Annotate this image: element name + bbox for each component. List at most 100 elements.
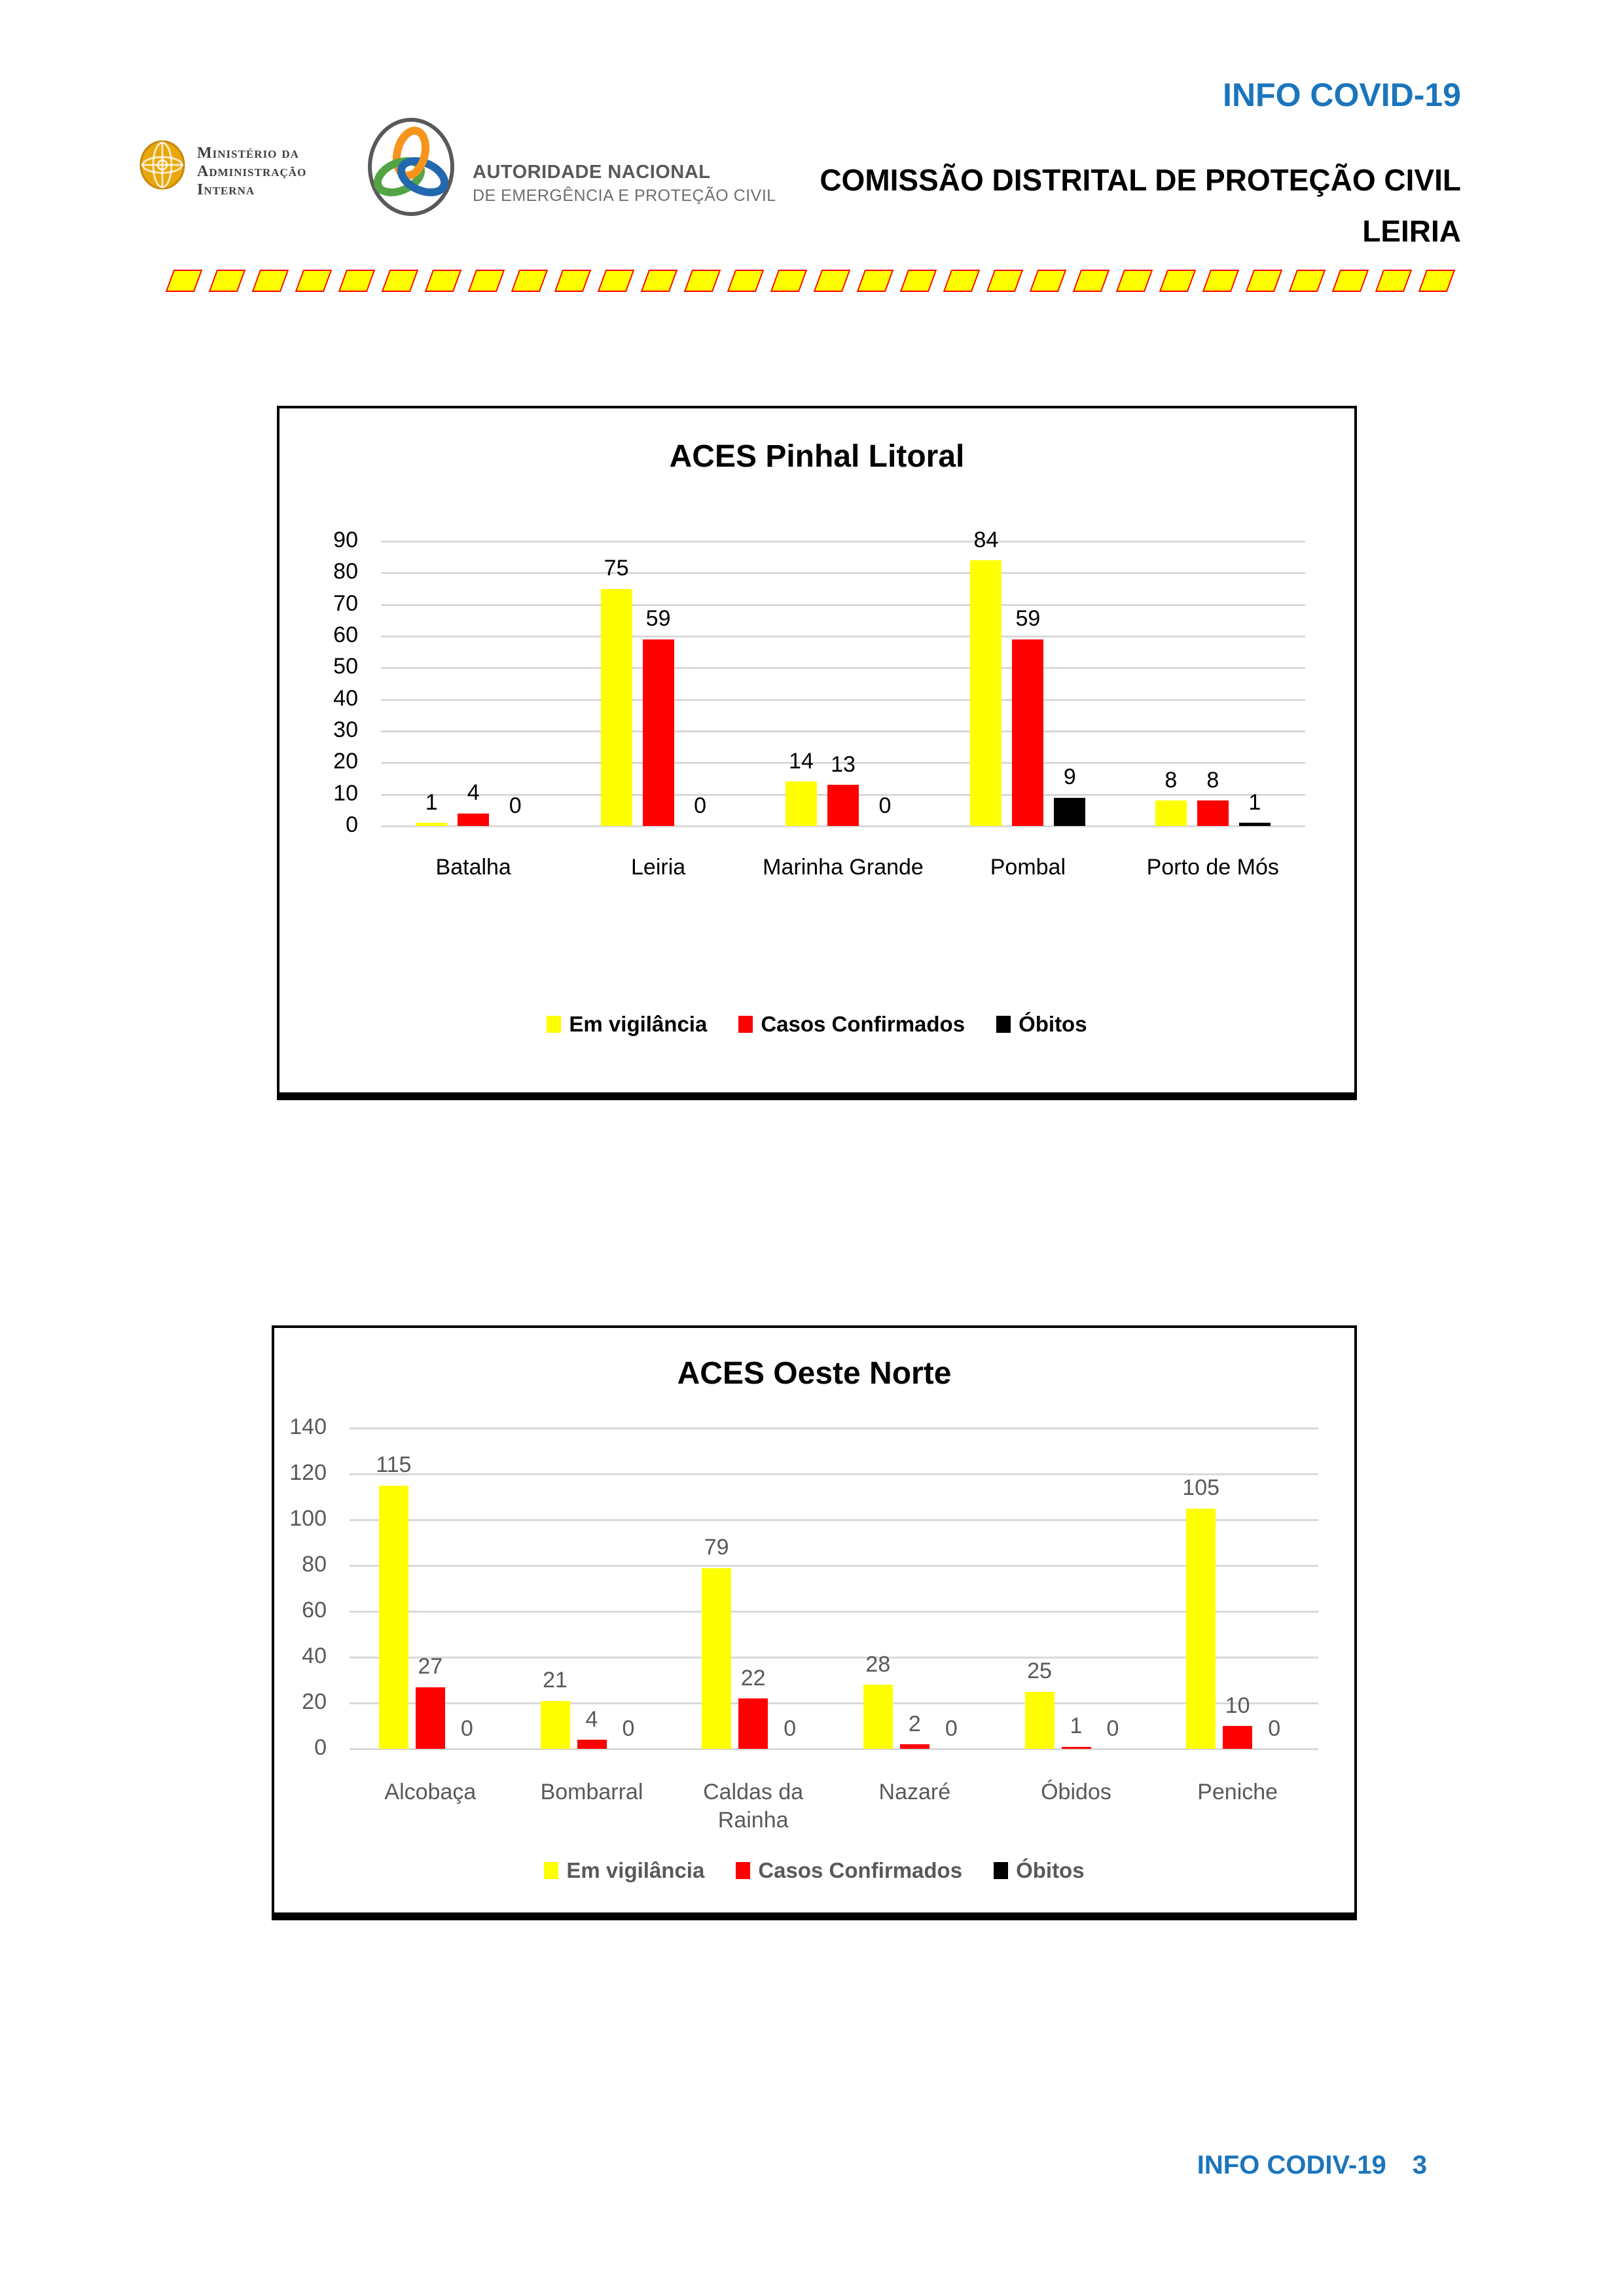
- separator-dash: [683, 270, 721, 292]
- bar-value-label: 1: [1070, 1713, 1083, 1738]
- separator-dash: [467, 270, 505, 292]
- gridline: [350, 1565, 1318, 1567]
- bar: [540, 1700, 570, 1749]
- bar-value-label: 27: [418, 1654, 443, 1679]
- separator-dash: [1115, 270, 1153, 292]
- category-label: Caldas da Rainha: [703, 1780, 804, 1833]
- separator-dash: [1072, 270, 1110, 292]
- y-tick-label: 80: [333, 559, 358, 584]
- bar-value-label: 1: [1248, 789, 1261, 815]
- mai-ministry-logo: [139, 139, 186, 194]
- bar: [600, 588, 632, 826]
- separator-dash: [1029, 270, 1067, 292]
- bar-value-label: 0: [694, 793, 707, 818]
- bar: [1054, 797, 1086, 826]
- separator-dash: [165, 270, 203, 292]
- category-label: Bombarral: [540, 1780, 643, 1804]
- separator-dash: [1159, 270, 1197, 292]
- trefoil-knot-icon: [368, 118, 454, 216]
- separator-dash: [1331, 270, 1369, 292]
- gridline: [381, 762, 1305, 764]
- bar-value-label: 59: [645, 606, 671, 632]
- gridline: [381, 698, 1305, 701]
- bar: [827, 785, 859, 826]
- chart-title: ACES Pinhal Litoral: [669, 439, 965, 474]
- legend-item: Óbitos: [994, 1858, 1085, 1883]
- legend-swatch: [738, 1016, 753, 1033]
- separator-dash: [1202, 270, 1240, 292]
- legend-label: Em vigilância: [569, 1012, 708, 1036]
- legend-swatch: [996, 1016, 1011, 1033]
- separator-dash: [856, 270, 894, 292]
- bar: [702, 1568, 732, 1749]
- bar-value-label: 75: [604, 556, 629, 581]
- bar-value-label: 9: [1063, 764, 1076, 789]
- legend-item: Casos Confirmados: [736, 1858, 962, 1883]
- bar-value-label: 0: [1268, 1715, 1281, 1741]
- gridline: [350, 1611, 1318, 1613]
- separator-dash: [943, 270, 981, 292]
- document-title: INFO COVID-19: [1223, 77, 1461, 113]
- legend-label: Óbitos: [1019, 1012, 1087, 1036]
- bar-value-label: 0: [945, 1715, 958, 1741]
- bar-value-label: 0: [460, 1715, 473, 1741]
- y-tick-label: 60: [333, 622, 358, 647]
- chart-aces-pinhal-litoral: ACES Pinhal Litoral 0 10 20 30 40 50 60 70 80 90 1 4…: [277, 406, 1357, 1100]
- separator-dash: [208, 270, 246, 292]
- bar-value-label: 28: [865, 1651, 891, 1677]
- page-number: 3: [1412, 2151, 1427, 2179]
- bar-value-label: 0: [784, 1715, 797, 1741]
- yellow-dash-separator: [165, 270, 1456, 292]
- separator-dash: [986, 270, 1024, 292]
- bar: [1155, 800, 1187, 826]
- separator-dash: [381, 270, 419, 292]
- gridline: [381, 603, 1305, 606]
- bar: [970, 560, 1002, 826]
- y-tick-label: 0: [346, 812, 358, 837]
- y-tick-label: 60: [302, 1597, 327, 1623]
- separator-dash: [295, 270, 333, 292]
- separator-dash: [1245, 270, 1283, 292]
- legend-swatch: [994, 1862, 1009, 1879]
- y-tick-label: 50: [333, 654, 358, 679]
- gridline: [381, 541, 1305, 543]
- chart-aces-oeste-norte: ACES Oeste Norte 0 20 40 60 80 100 120 140 115 27 0…: [272, 1325, 1357, 1920]
- category-label: Nazaré: [878, 1780, 951, 1804]
- legend-item: Óbitos: [996, 1012, 1087, 1037]
- category-label: Marinha Grande: [763, 855, 924, 880]
- legend-item: Em vigilância: [544, 1858, 704, 1883]
- y-tick-label: 20: [302, 1689, 327, 1714]
- bar-value-label: 8: [1206, 767, 1219, 793]
- bar: [642, 639, 674, 826]
- gridline: [381, 667, 1305, 670]
- anepc-line-1: AUTORIDADE NACIONAL: [473, 162, 711, 183]
- gridline: [381, 730, 1305, 732]
- header-title-block: INFO COVID-19 COMISSÃO DISTRITAL DE PROT…: [820, 76, 1461, 257]
- bar-value-label: 13: [831, 751, 856, 777]
- y-tick-label: 70: [333, 590, 358, 616]
- bar: [1197, 800, 1229, 826]
- category-label: Óbidos: [1041, 1780, 1111, 1804]
- bar-value-label: 25: [1027, 1659, 1052, 1683]
- legend-item: Casos Confirmados: [738, 1012, 965, 1037]
- category-label: Porto de Mós: [1146, 855, 1279, 880]
- category-label: Leiria: [631, 855, 686, 880]
- bar-value-label: 115: [376, 1452, 412, 1477]
- separator-dash: [770, 270, 808, 292]
- category-label: Peniche: [1197, 1780, 1278, 1804]
- separator-dash: [1418, 270, 1456, 292]
- category-label: Alcobaça: [384, 1780, 477, 1804]
- gridline: [381, 572, 1305, 575]
- anepc-name: AUTORIDADE NACIONAL DE EMERGÊNCIA E PROT…: [473, 162, 776, 206]
- bar-value-label: 14: [789, 748, 814, 774]
- y-tick-label: 80: [302, 1551, 327, 1577]
- gridline: [350, 1519, 1318, 1521]
- footer-label: INFO CODIV-19: [1197, 2151, 1386, 2179]
- y-tick-label: 30: [333, 717, 358, 742]
- separator-dash: [251, 270, 289, 292]
- bar: [899, 1744, 929, 1749]
- gridline: [350, 1427, 1318, 1429]
- y-tick-label: 40: [333, 685, 358, 711]
- anepc-logo: [367, 117, 456, 221]
- gridline: [381, 636, 1305, 637]
